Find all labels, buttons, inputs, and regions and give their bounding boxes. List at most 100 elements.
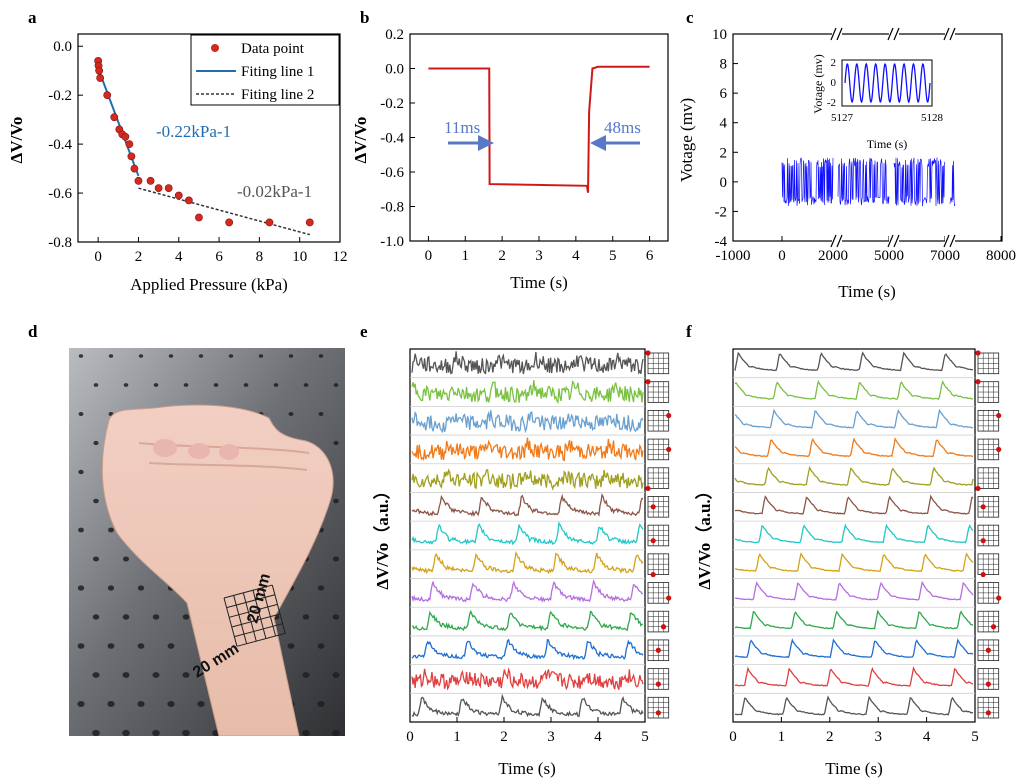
c-ytick-label: 10 bbox=[712, 27, 727, 43]
f-sensor-marker bbox=[975, 485, 981, 492]
plate-hole bbox=[273, 383, 279, 387]
f-sensor-marker bbox=[980, 504, 986, 510]
a-ylabel: ΔV/Vo bbox=[7, 117, 26, 164]
arm-shape bbox=[101, 404, 334, 736]
plate-hole bbox=[332, 614, 340, 620]
c-xtick-label: 8000 bbox=[986, 248, 1016, 264]
plate-hole bbox=[122, 556, 130, 562]
f-sensor-marker bbox=[975, 350, 981, 356]
f-sensor-grid-icon bbox=[977, 668, 1000, 690]
f-sensor-grid-icon bbox=[975, 350, 1000, 375]
c-signal-segment bbox=[949, 160, 956, 207]
f-sensor-grid-icon bbox=[977, 496, 1000, 518]
panel-label-b: b bbox=[360, 8, 369, 27]
f-xtick-label: 2 bbox=[826, 729, 834, 745]
f-trace-channel-2 bbox=[734, 379, 974, 401]
c-ylabel: Votage (mv) bbox=[677, 98, 696, 182]
drawn-grid-line bbox=[223, 584, 273, 599]
a-plot-frame bbox=[77, 33, 341, 243]
f-sensor-marker bbox=[980, 571, 986, 578]
f-sensor-grid-icon bbox=[977, 409, 1002, 432]
plate-hole bbox=[182, 672, 190, 678]
a-legend-fit2: Fiting line 2 bbox=[241, 87, 314, 103]
e-trace-channel-11 bbox=[411, 638, 644, 661]
c-xtick-label: 0 bbox=[778, 248, 786, 264]
c-ytick-label: 2 bbox=[720, 145, 728, 161]
f-sensor-grid-icon bbox=[977, 438, 1002, 461]
a-data-point bbox=[225, 218, 234, 227]
e-sensor-grid-icon bbox=[645, 467, 670, 492]
c-inset-line bbox=[844, 62, 931, 104]
b-ytick-label: -0.2 bbox=[380, 96, 404, 112]
f-trace-channel-11 bbox=[734, 638, 974, 659]
e-sensor-marker bbox=[645, 485, 651, 492]
f-sensor-grid-icon bbox=[977, 610, 1000, 633]
plate-hole bbox=[137, 585, 145, 591]
e-sensor-grid-icon bbox=[647, 582, 672, 604]
plate-hole bbox=[108, 527, 114, 533]
e-trace-channel-1 bbox=[411, 351, 644, 375]
e-sensor-marker bbox=[655, 681, 661, 687]
c-ytick-label: -4 bbox=[715, 234, 728, 250]
e-trace-channel-13 bbox=[411, 693, 644, 718]
e-sensor-marker bbox=[650, 571, 656, 578]
f-sensor-grid-icon bbox=[975, 379, 1000, 403]
f-trace-channel-5 bbox=[734, 465, 974, 486]
f-trace-channel-12 bbox=[734, 666, 974, 687]
e-sensor-marker bbox=[655, 647, 661, 653]
f-xtick-label: 5 bbox=[971, 729, 979, 745]
e-trace-channel-9 bbox=[411, 579, 644, 604]
b-xtick-label: 3 bbox=[535, 248, 543, 264]
plate-hole bbox=[287, 643, 295, 649]
e-xtick-label: 1 bbox=[453, 729, 461, 745]
e-trace-channel-12 bbox=[411, 666, 644, 691]
f-trace-channel-8 bbox=[734, 552, 974, 573]
e-ylabel: ΔV/Vo（a.u.） bbox=[372, 482, 392, 589]
plate-hole bbox=[152, 614, 160, 620]
c-ytick-label: 6 bbox=[720, 86, 728, 102]
a-xtick-label: 10 bbox=[292, 249, 307, 265]
plate-hole bbox=[168, 354, 174, 358]
plate-hole bbox=[197, 701, 205, 707]
a-annotation-slope2: -0.02kPa-1 bbox=[237, 182, 312, 201]
e-plot-frame bbox=[409, 348, 646, 723]
c-ytick-label: -2 bbox=[715, 204, 728, 220]
c-signal bbox=[781, 157, 956, 207]
b-annotation-recovery: 48ms bbox=[604, 118, 641, 137]
b-ytick-label: 0.0 bbox=[385, 62, 404, 78]
e-xtick-label: 0 bbox=[406, 729, 414, 745]
e-sensor-grid-icon bbox=[647, 668, 670, 690]
e-sensor-grid-icon bbox=[647, 438, 672, 461]
a-data-point bbox=[164, 184, 173, 193]
e-sensor-grid-icon bbox=[647, 639, 670, 662]
plate-hole bbox=[228, 354, 234, 358]
f-sensor-marker bbox=[996, 595, 1002, 601]
b-ytick-label: -0.4 bbox=[380, 131, 404, 147]
a-ytick-label: -0.4 bbox=[48, 137, 72, 153]
plate-hole bbox=[92, 556, 100, 562]
a-data-point bbox=[127, 152, 136, 161]
f-sensor-grid-icon bbox=[977, 582, 1002, 604]
f-sensor-marker bbox=[975, 379, 981, 385]
drawn-grid bbox=[223, 584, 286, 647]
f-xtick-label: 3 bbox=[874, 729, 882, 745]
e-sensor-grid-icon bbox=[645, 350, 670, 375]
plate-hole bbox=[302, 672, 310, 678]
plate-hole bbox=[302, 614, 310, 620]
plate-hole bbox=[183, 383, 189, 387]
c-ytick-label: 4 bbox=[720, 116, 728, 132]
b-xtick-label: 1 bbox=[462, 248, 470, 264]
plate-hole bbox=[108, 354, 114, 358]
f-sensor-grid-icon bbox=[977, 553, 1000, 578]
a-data-point bbox=[134, 176, 143, 185]
b-xtick-label: 5 bbox=[609, 248, 617, 264]
panel-label-a: a bbox=[28, 8, 37, 27]
e-sensor-marker bbox=[666, 595, 672, 601]
f-trace-channel-3 bbox=[734, 408, 974, 429]
plate-hole bbox=[333, 383, 339, 387]
plate-hole bbox=[122, 672, 130, 678]
panel-label-e: e bbox=[360, 322, 368, 341]
drawn-grid-line bbox=[242, 592, 257, 642]
c-axis-breaks bbox=[830, 27, 956, 248]
